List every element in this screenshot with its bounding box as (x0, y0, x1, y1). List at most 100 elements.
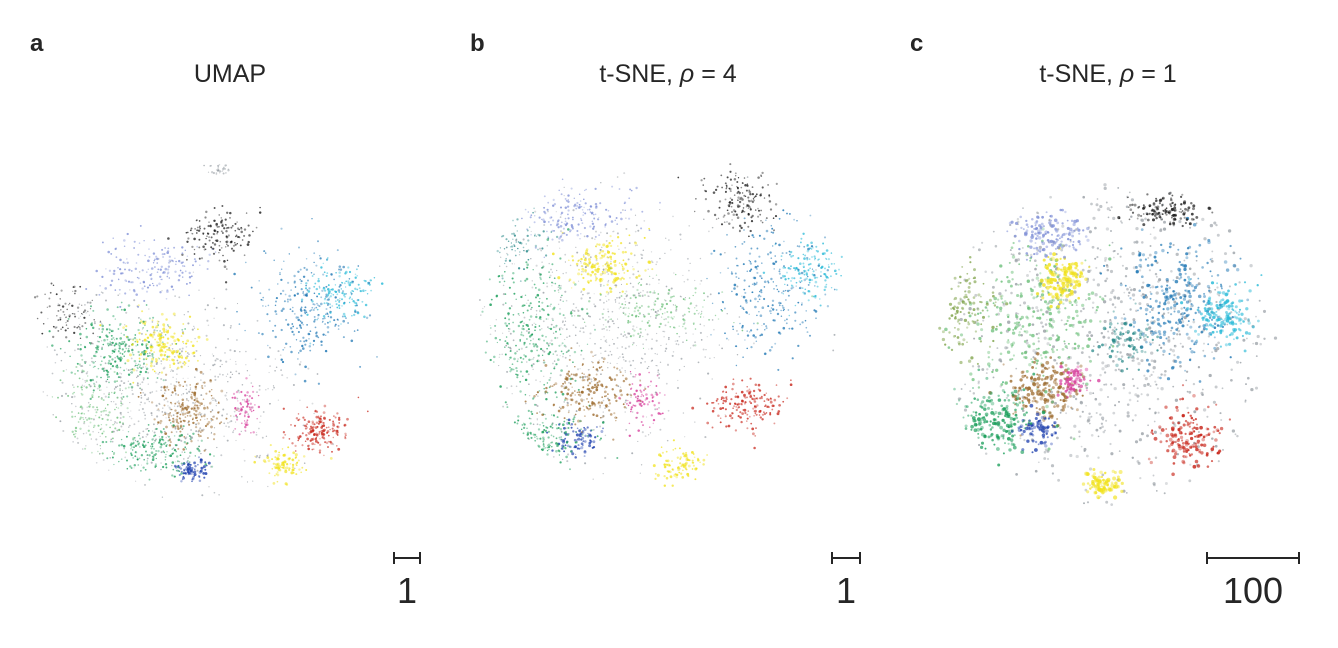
data-point (758, 209, 760, 212)
data-point (554, 382, 558, 386)
data-point (207, 232, 210, 235)
data-point (182, 476, 186, 480)
data-point (496, 341, 499, 344)
data-point (81, 358, 84, 361)
data-point (535, 393, 538, 396)
data-point (230, 247, 234, 250)
data-point (138, 434, 140, 437)
data-point (85, 386, 88, 389)
data-point (256, 391, 258, 394)
data-point (318, 449, 322, 452)
data-point (719, 407, 723, 411)
data-point (148, 248, 150, 250)
data-point (302, 292, 304, 294)
data-point (153, 333, 156, 336)
data-point (138, 338, 141, 341)
data-point (127, 304, 131, 307)
data-point (307, 332, 311, 336)
data-point (197, 463, 199, 466)
data-point (617, 245, 619, 247)
data-point (112, 272, 116, 276)
data-point (100, 389, 102, 391)
data-point (108, 376, 110, 378)
data-point (104, 287, 108, 290)
data-point (179, 351, 181, 354)
data-point (601, 272, 604, 275)
data-point (137, 420, 140, 423)
data-point (525, 402, 527, 405)
data-point (165, 417, 167, 419)
data-point (70, 371, 73, 374)
data-point (197, 456, 201, 459)
data-point (137, 350, 140, 354)
data-point (572, 281, 576, 284)
data-point (170, 349, 174, 353)
data-point (190, 466, 194, 470)
data-point (130, 368, 132, 371)
data-point (618, 248, 620, 250)
data-point (340, 288, 342, 290)
data-point (712, 191, 716, 194)
data-point (77, 441, 80, 444)
data-point (121, 341, 124, 343)
data-point (185, 398, 188, 400)
data-point (602, 415, 605, 417)
data-point (166, 341, 169, 345)
data-point (555, 396, 558, 399)
data-point (336, 318, 339, 321)
data-point (525, 370, 529, 373)
data-point (230, 226, 233, 229)
data-point (582, 357, 585, 360)
data-point (815, 317, 817, 320)
data-point (59, 316, 62, 319)
data-point (150, 267, 154, 270)
data-point (587, 380, 589, 383)
data-point (181, 332, 184, 335)
data-point (185, 346, 188, 348)
data-point (114, 427, 117, 430)
data-point (304, 306, 307, 309)
data-point (643, 236, 646, 239)
data-point (798, 245, 801, 248)
data-point (126, 407, 129, 410)
data-point (755, 281, 758, 284)
data-point (794, 311, 797, 314)
data-point (276, 473, 280, 477)
data-point (535, 309, 538, 312)
data-point (772, 217, 775, 219)
data-point (280, 227, 283, 230)
data-point (220, 421, 223, 424)
data-point (184, 446, 187, 449)
data-point (178, 274, 181, 277)
data-point (218, 170, 222, 173)
data-point (138, 366, 141, 368)
data-point (122, 326, 125, 329)
data-point (327, 315, 330, 318)
data-point (541, 354, 544, 356)
data-point (294, 467, 296, 470)
data-point (724, 198, 727, 201)
data-point (592, 361, 594, 364)
data-point (782, 326, 786, 330)
data-point (738, 416, 741, 419)
data-point (735, 276, 738, 278)
data-point (529, 343, 531, 345)
data-point (124, 456, 127, 459)
data-point (791, 284, 794, 288)
data-point (767, 281, 770, 284)
data-point (760, 289, 763, 292)
data-point (180, 439, 183, 442)
data-point (287, 446, 290, 449)
data-point (761, 171, 764, 175)
data-point (170, 369, 173, 371)
data-point (349, 281, 352, 284)
data-point (807, 263, 810, 266)
data-point (178, 470, 181, 473)
data-point (557, 289, 560, 291)
data-point (694, 210, 696, 213)
data-point (536, 345, 539, 348)
data-point (312, 429, 315, 432)
data-point (655, 365, 657, 367)
data-point (515, 239, 518, 242)
data-point (237, 389, 240, 392)
